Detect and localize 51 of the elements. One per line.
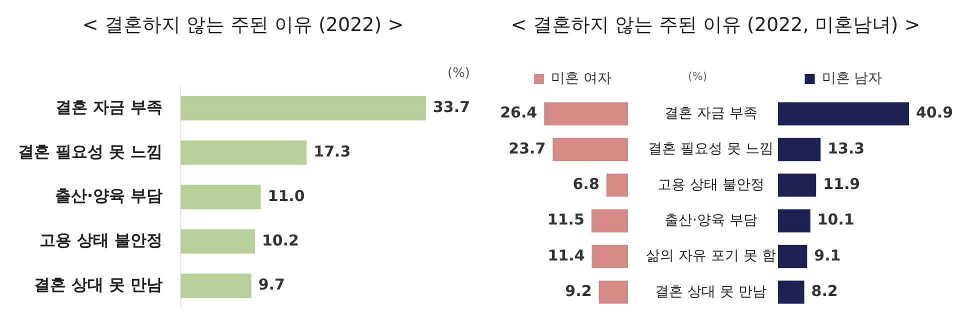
bar	[592, 244, 628, 268]
y-tick-label: 결혼 상대 못 만남	[655, 284, 767, 300]
data-label: 11.4	[548, 246, 585, 264]
bar	[552, 138, 628, 162]
bar	[778, 280, 804, 304]
y-tick-label: 결혼 자금 부족	[664, 105, 758, 122]
data-label: 23.7	[508, 139, 546, 158]
bar	[180, 229, 255, 254]
y-tick-label: 결혼 상대 못 만남	[34, 274, 163, 294]
y-tick-label: 출산·양육 부담	[664, 212, 758, 228]
chart-title: < 결혼하지 않는 주된 이유 (2022) >	[81, 13, 405, 38]
bar	[180, 96, 426, 120]
bar	[544, 102, 628, 126]
data-label: 13.3	[828, 139, 865, 158]
data-label: 8.2	[811, 282, 838, 300]
data-label: 11.0	[268, 186, 305, 205]
bar	[778, 244, 808, 268]
data-label: 9.2	[565, 282, 592, 300]
bar	[778, 138, 821, 162]
bar	[778, 174, 816, 197]
data-label: 9.1	[814, 246, 841, 264]
bar	[778, 102, 909, 126]
bar	[778, 209, 810, 232]
bar	[606, 174, 628, 197]
legend-label: 미혼 남자	[822, 70, 882, 87]
bar	[180, 140, 307, 165]
bar	[598, 280, 628, 304]
y-tick-label: 고용 상태 불안정	[657, 176, 764, 193]
data-label: 11.9	[823, 175, 860, 194]
data-label: 9.7	[258, 276, 285, 294]
bar	[180, 274, 252, 298]
bar	[180, 184, 261, 210]
data-label: 10.1	[817, 210, 854, 229]
data-label: 33.7	[433, 98, 470, 116]
data-label: 11.5	[547, 210, 584, 229]
data-label: 10.2	[262, 231, 299, 250]
text: (%)	[688, 70, 708, 83]
y-tick-label: 결혼 필요성 못 느낌	[648, 141, 774, 158]
y-tick-label: 출산·양육 부담	[55, 186, 163, 206]
text: (%)	[448, 66, 470, 81]
data-label: 6.8	[572, 175, 600, 194]
data-label: 17.3	[314, 142, 351, 160]
y-tick-label: 결혼 자금 부족	[56, 97, 163, 116]
data-label: 40.9	[916, 104, 954, 122]
y-tick-label: 삶의 자유 포기 못 함	[646, 248, 776, 264]
y-tick-label: 결혼 필요성 못 느낌	[18, 142, 163, 161]
y-tick-label: 고용 상태 불안정	[40, 230, 163, 250]
text: < 결혼하지 않는 주된 이유 (2022, 미혼남녀) >	[510, 13, 922, 38]
legend-label: 미혼 여자	[551, 70, 612, 87]
data-label: 26.4	[500, 104, 538, 122]
bar	[591, 209, 628, 232]
